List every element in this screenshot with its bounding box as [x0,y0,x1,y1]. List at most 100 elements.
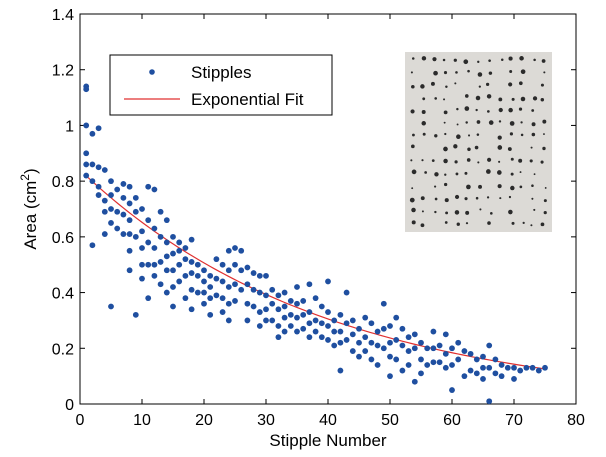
stipple-dot [466,184,471,190]
stipple-dot [486,94,492,99]
stipple-point [430,359,437,366]
stipple-dot [487,157,492,162]
stipple-point [442,364,449,371]
y-tick-label: 1.2 [52,63,74,80]
stipple-dot [531,132,536,137]
stipple-dot [518,158,523,163]
stipple-point [256,323,263,329]
stipple-point [275,334,282,341]
stipple-point [151,186,158,193]
stipple-point [287,311,294,318]
stipple-point [294,328,300,335]
stipple-dot [456,123,459,126]
stipple-point [411,345,418,352]
stipple-point [480,353,486,360]
stipple-dot [445,85,448,88]
stipple-dot [542,146,546,151]
stipple-point [244,300,251,307]
stipple-point [256,289,263,296]
stipple-point [492,370,499,377]
stipple-dot [474,145,479,150]
stipple-dot [541,59,546,63]
stipple-dot [499,197,502,200]
stipple-point [101,208,108,215]
stipple-point [263,306,269,313]
stipple-point [492,356,499,363]
x-tick-label: 50 [381,412,399,429]
stipple-dot [520,69,526,75]
stipple-point [250,270,257,276]
stipple-point [108,206,114,212]
stipple-point [238,267,245,274]
stipple-point [244,264,251,271]
stipple-dot [464,106,470,111]
stipple-dot [543,133,545,135]
stipple-dot [510,185,515,191]
stipple-point [139,261,145,268]
stipple-point [176,239,183,246]
y-tick-label: 0.6 [52,230,74,247]
stipple-point [139,228,145,235]
stipple-point [312,295,319,302]
stipple-point [269,286,276,293]
stipple-point [194,272,201,279]
stipple-point [232,261,238,268]
y-tick-label: 0 [65,397,74,414]
stipple-point [114,186,121,193]
x-axis: 0 10 20 30 40 50 60 70 80 [76,14,585,429]
stipple-dot [509,121,515,126]
stipple-dot [540,160,544,164]
stipple-point [145,239,152,246]
stipple-point [95,192,102,198]
x-tick-label: 60 [443,412,461,429]
stipple-point [219,295,226,302]
stipple-point [294,300,300,307]
stipple-point [480,364,486,371]
stipple-point [95,183,102,190]
stipple-point [449,387,455,393]
stipple-point [312,317,319,324]
stipple-dot [464,197,468,201]
stipple-point [337,367,344,374]
x-tick-label: 20 [195,412,213,429]
legend: Stipples Exponential Fit [109,54,333,116]
stipple-point [455,339,462,346]
stipple-point [393,356,400,363]
stipple-dot [509,132,514,136]
stipple-point [418,356,424,363]
stipple-dot [475,196,479,200]
stipple-point [486,364,493,371]
stipple-dot [520,96,526,102]
stipple-point [411,378,418,385]
stipple-dot [518,107,523,111]
stipple-dot [531,184,534,187]
stipple-point [275,306,282,313]
stipple-dot [520,121,523,124]
x-axis-title: Stipple Number [269,431,387,450]
stipple-point [213,292,220,299]
stipple-point [139,206,145,212]
stipple-point [368,320,375,327]
stipple-point [387,339,393,346]
stipple-point [306,309,313,315]
stipple-point [318,334,325,341]
stipple-dot [464,94,469,98]
stipple-point [83,172,90,179]
stipple-point [442,350,449,357]
stipple-point [170,233,176,240]
stipple-point [188,259,195,265]
stipple-point [120,231,127,237]
stipple-point [238,286,245,293]
y-axis-title: Area (cm2) [18,168,40,249]
stipple-point [393,314,400,321]
stipple-dot [533,173,536,176]
stipple-dot [431,159,435,162]
stipple-dot [507,147,512,151]
stipple-point [467,350,474,357]
stipple-point [269,317,276,324]
stipple-dot [508,209,513,215]
stipple-point [281,303,288,310]
stipple-point [356,339,362,346]
x-tick-label: 30 [257,412,275,429]
stipple-point [399,367,406,374]
